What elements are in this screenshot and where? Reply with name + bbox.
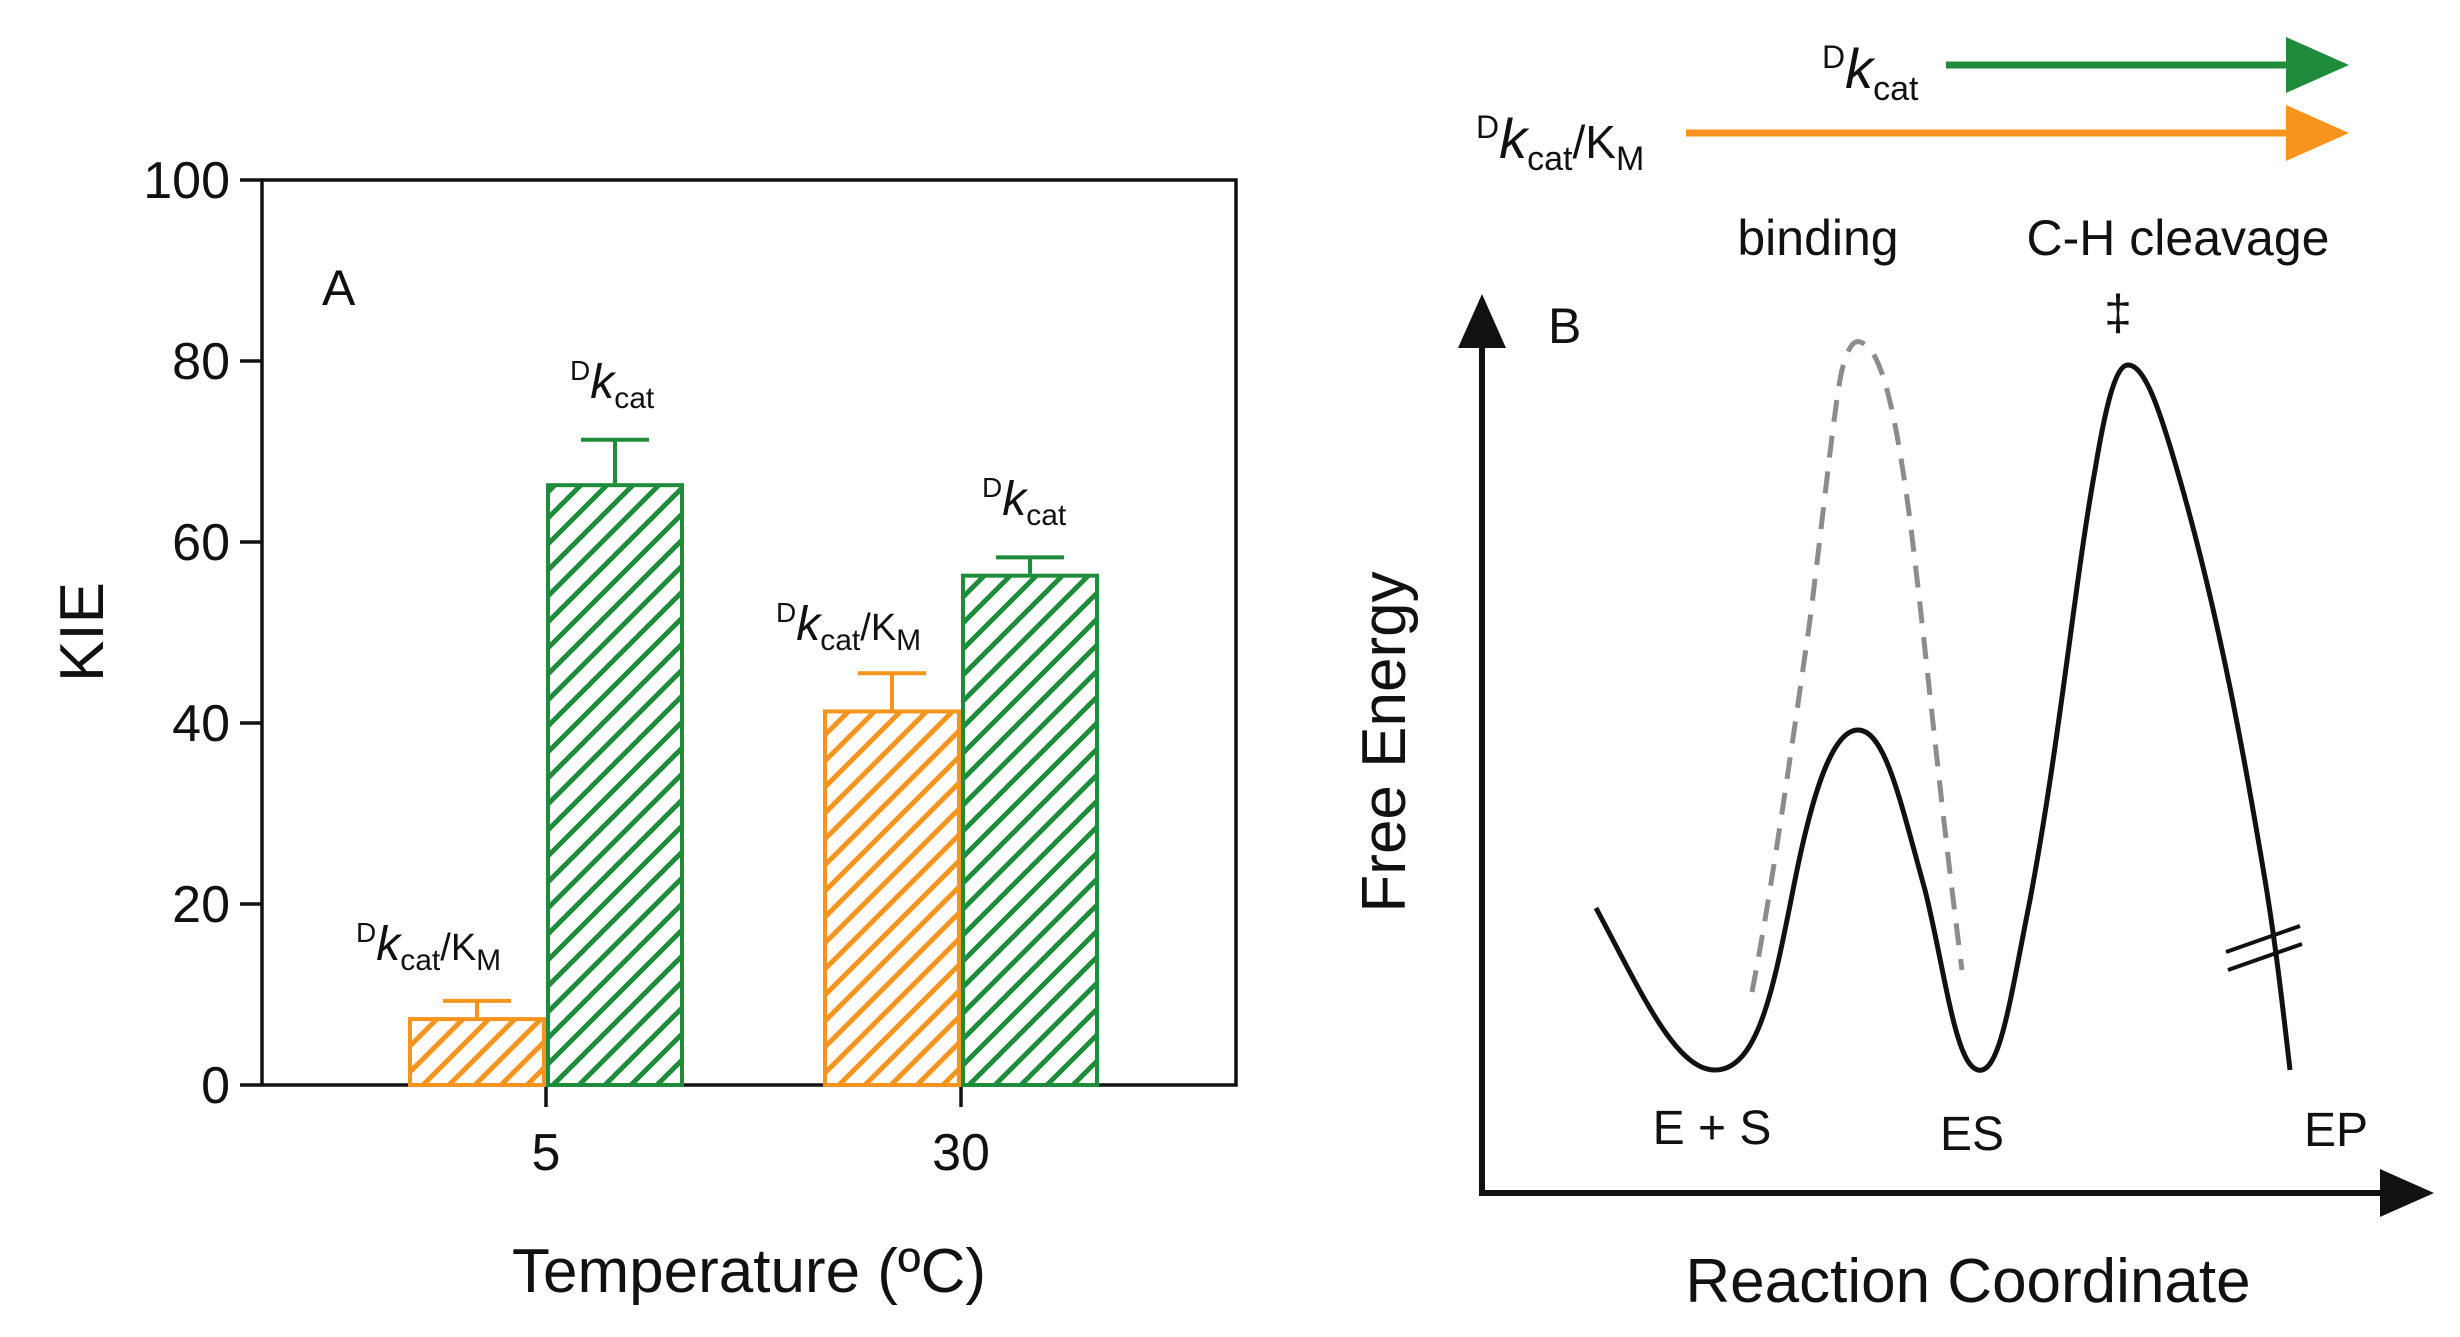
state-ep: EP (2304, 1104, 2368, 1157)
bar-label-dkcat-5: Dkcat (570, 355, 655, 415)
x-tick-label-30: 30 (932, 1124, 990, 1182)
state-e-plus-s: E + S (1653, 1102, 1772, 1155)
bar-dkcatkm-30 (823, 709, 961, 1087)
x-tick-label-5: 5 (532, 1124, 561, 1182)
y-axis-label: KIE (48, 582, 117, 682)
break-mark-2 (2227, 942, 2303, 972)
dashed-binding-barrier (1749, 339, 1965, 993)
bar-dkcat-5 (546, 483, 684, 1087)
x-axis-label: Temperature (ºC) (512, 1237, 986, 1306)
y-tick-label-80: 80 (172, 333, 230, 391)
panel-letter-a: A (322, 260, 356, 316)
y-tick-label-0: 0 (201, 1057, 230, 1115)
bar-label-dkcat-km-5: Dkcat/KM (356, 917, 501, 977)
bar-dkcatkm-5 (408, 1017, 546, 1087)
bar-dkcat-30 (961, 573, 1099, 1087)
stage-binding: binding (1737, 210, 1898, 266)
bars (408, 483, 1099, 1087)
y-axis-label-free-energy: Free Energy (1350, 571, 1419, 912)
panel-letter-b: B (1548, 298, 1581, 354)
bar-label-dkcat-km-30: Dkcat/KM (776, 597, 921, 657)
panel-b-energy-diagram: Dkcat Dkcat/KM binding C-H cleavage ‡ B … (1350, 37, 2434, 1316)
y-tick-label-60: 60 (172, 514, 230, 572)
x-axis-ticks: 5 30 (532, 1085, 990, 1182)
arrow-label-dkcat: Dkcat (1822, 37, 1919, 108)
x-axis-label-reaction-coordinate: Reaction Coordinate (1685, 1247, 2250, 1316)
y-tick-label-20: 20 (172, 876, 230, 934)
error-bars (443, 437, 1064, 1018)
y-axis-ticks: 0 20 40 60 80 100 (143, 152, 262, 1115)
arrow-label-dkcat-km: Dkcat/KM (1476, 107, 1644, 178)
energy-curve (1593, 362, 2293, 1073)
y-tick-label-100: 100 (143, 152, 230, 210)
break-mark-1 (2225, 924, 2301, 954)
bar-label-dkcat-30: Dkcat (982, 472, 1067, 532)
state-es: ES (1940, 1108, 2004, 1161)
y-tick-label-40: 40 (172, 695, 230, 753)
transition-state-symbol: ‡ (2104, 285, 2132, 341)
plot-frame (260, 178, 1238, 1087)
stage-ch-cleavage: C-H cleavage (2027, 210, 2330, 266)
